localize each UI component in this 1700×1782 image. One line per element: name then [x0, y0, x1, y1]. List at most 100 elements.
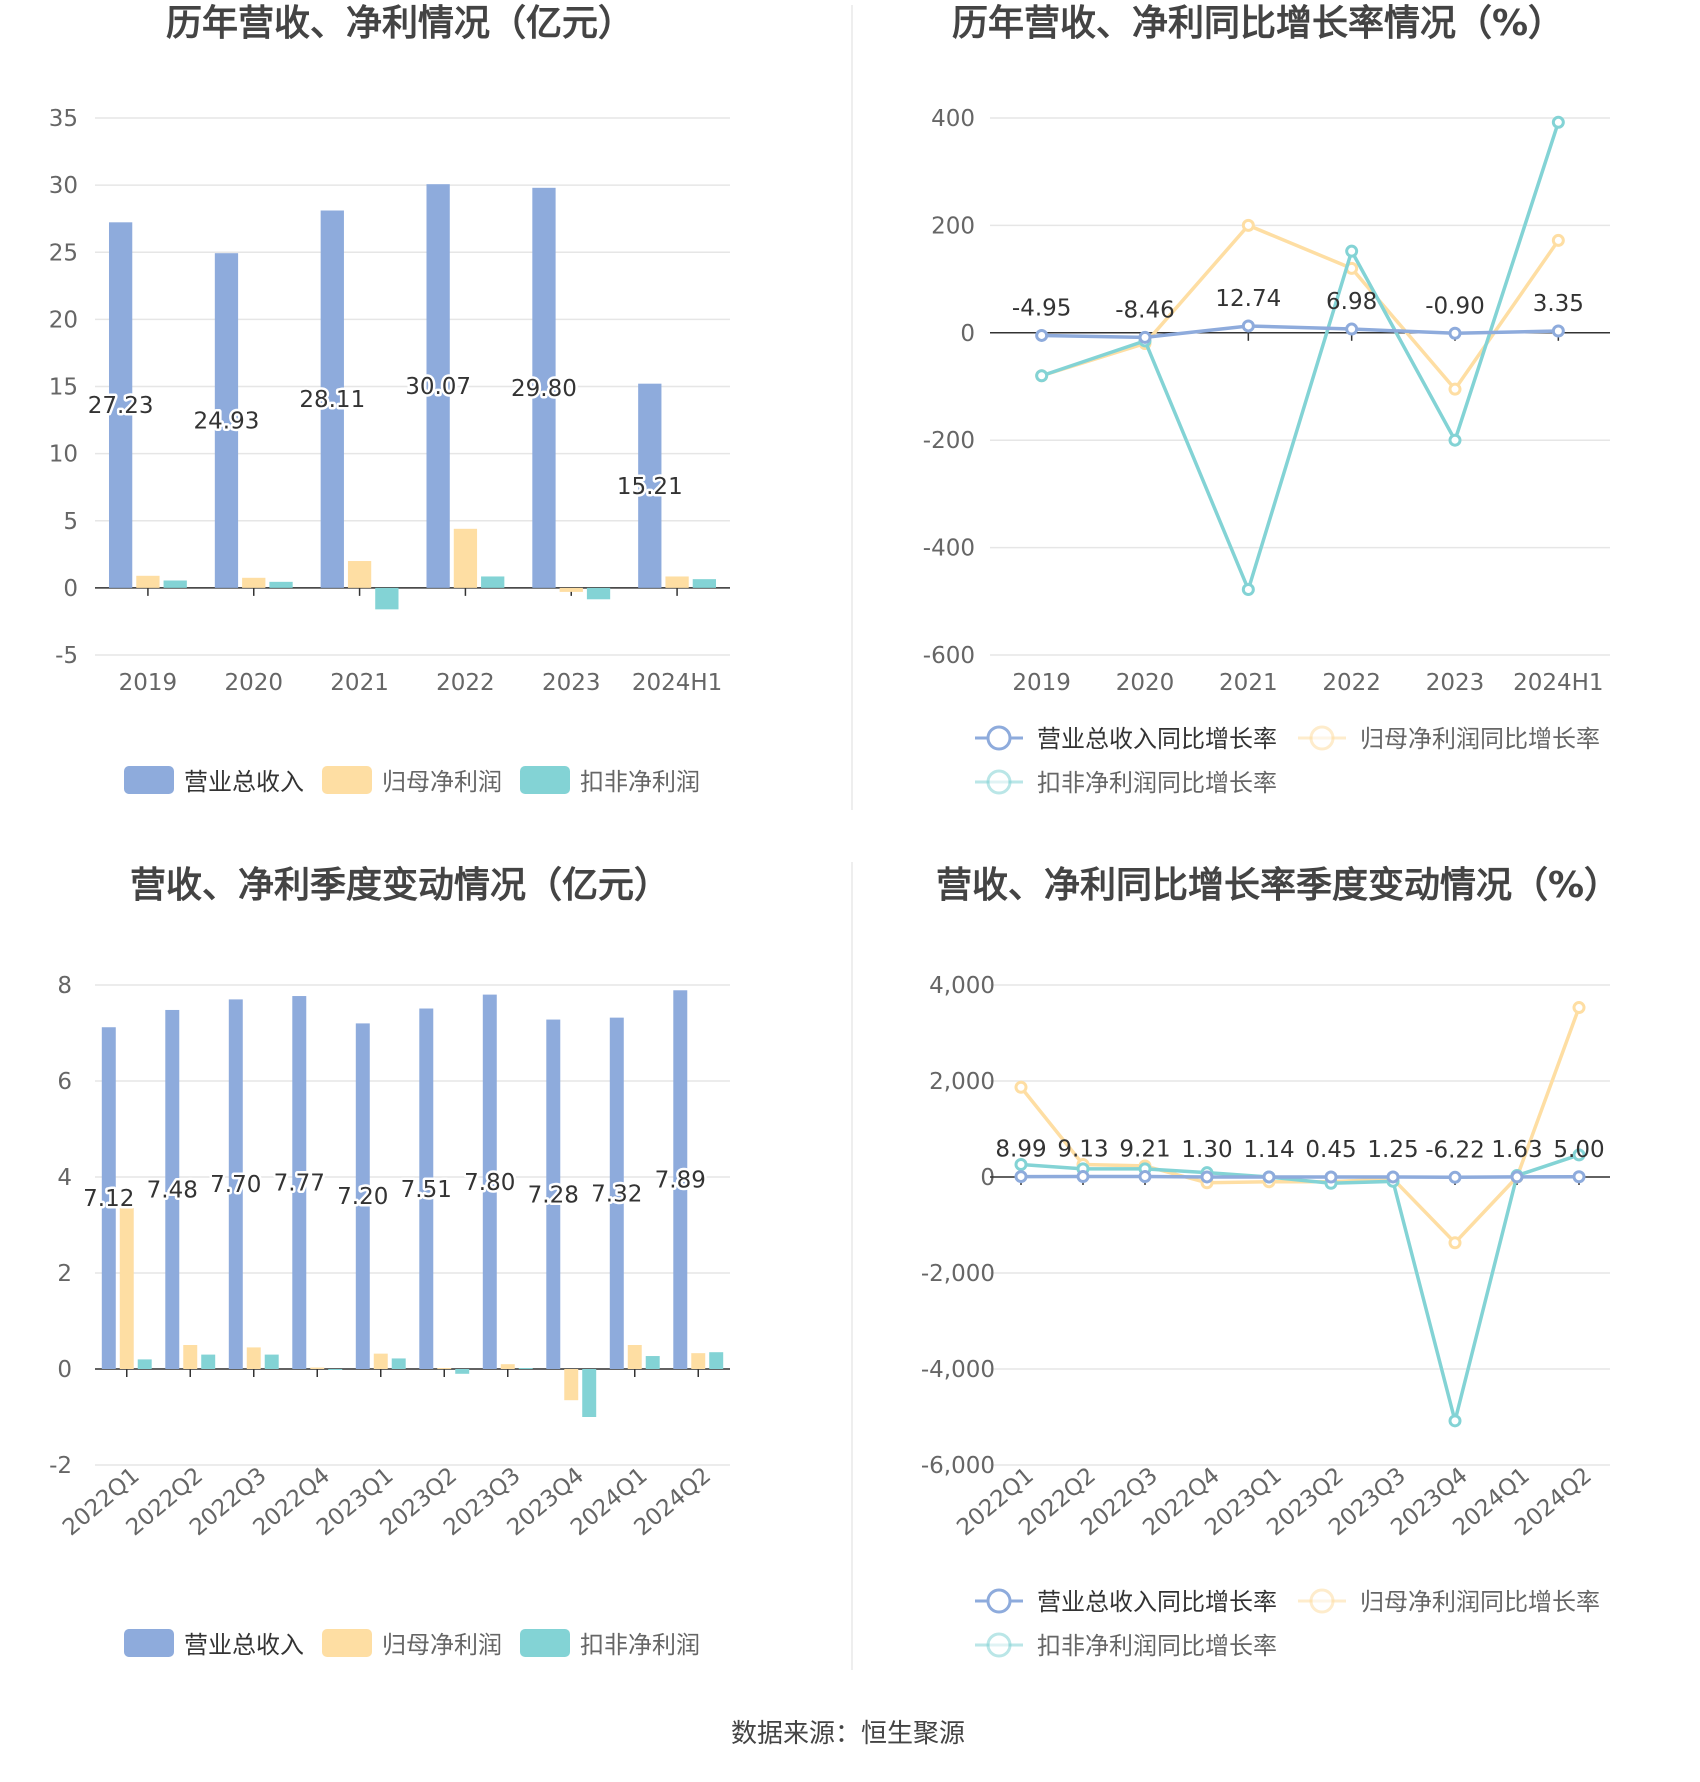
y-tick-label: 0 [57, 1357, 72, 1383]
x-tick-label: 2019 [119, 670, 178, 696]
legend-marker [986, 769, 1012, 795]
growth-data-label: 1.14 [1243, 1137, 1294, 1163]
bar-net-profit [373, 1353, 388, 1369]
bar-revenue [292, 996, 307, 1369]
legend-swatch [124, 1629, 174, 1657]
annual-growth-rate-chart: 历年营收、净利同比增长率情况（%） 400 200 0 -200 -400 -600 2019… [923, 3, 1610, 797]
line-point-1 [1448, 382, 1462, 396]
line-point-0 [1510, 1170, 1524, 1184]
quarterly-growth-rate-chart: 营收、净利同比增长率季度变动情况（%） 4,000 2,000 0 -2,000 -4,0… [921, 864, 1620, 1660]
bar-revenue [482, 994, 497, 1369]
bar-revenue [355, 1023, 370, 1369]
growth-data-label: 6.98 [1326, 289, 1377, 315]
bar-deducted-profit [375, 587, 399, 610]
line-point-1 [1014, 1080, 1028, 1094]
legend-label: 扣非净利润同比增长率 [1037, 769, 1277, 797]
growth-data-label: -0.90 [1425, 293, 1485, 319]
legend-marker [986, 1632, 1012, 1658]
bar-net-profit [500, 1364, 515, 1369]
bar-net-profit [246, 1347, 261, 1369]
y-tick-label: 0 [960, 321, 975, 347]
bar-deducted-profit [264, 1354, 279, 1369]
bar-deducted-profit [163, 580, 187, 588]
line-point-0 [1262, 1170, 1276, 1184]
bar-deducted-profit [137, 1359, 152, 1369]
bar-deducted-profit [391, 1358, 406, 1369]
y-tick-label: 4 [57, 1165, 72, 1191]
line-series-0 [1041, 324, 1559, 340]
growth-data-label: -8.46 [1115, 297, 1175, 323]
y-tick-label: -5 [55, 643, 78, 669]
legend-swatch [520, 766, 570, 794]
bar-deducted-profit [201, 1354, 216, 1369]
legend-label: 营业总收入同比增长率 [1037, 725, 1277, 753]
y-tick-label: 30 [49, 173, 78, 199]
line-point-2 [1345, 244, 1359, 258]
line-point-0 [1241, 319, 1255, 333]
x-tick-label: 2019 [1012, 670, 1071, 696]
line-point-2 [1551, 115, 1565, 129]
bar-revenue [320, 210, 344, 588]
bar-net-profit [437, 1368, 452, 1370]
line-series-1 [1041, 223, 1560, 393]
line-point-0 [1076, 1170, 1090, 1184]
growth-data-label: 5.00 [1553, 1137, 1604, 1163]
bar-deducted-profit [582, 1369, 597, 1417]
line-series-2 [1020, 1153, 1580, 1422]
revenue-data-label: 7.12 [83, 1186, 134, 1212]
bar-net-profit [559, 587, 583, 592]
line-point-2 [1448, 1414, 1462, 1428]
y-tick-label: -400 [923, 536, 975, 562]
revenue-data-label: 7.32 [591, 1181, 642, 1207]
legend-marker [1309, 1588, 1335, 1614]
y-tick-label: 15 [49, 375, 78, 401]
y-tick-label: -2 [49, 1453, 72, 1479]
chart-title: 历年营收、净利同比增长率情况（%） [952, 3, 1564, 44]
y-tick-label: 35 [49, 106, 78, 132]
y-tick-label: 4,000 [929, 973, 995, 999]
line-series-1 [1019, 1006, 1581, 1246]
bar-deducted-profit [586, 587, 611, 600]
bar-revenue [532, 187, 556, 588]
y-tick-label: 0 [980, 1165, 995, 1191]
bar-net-profit [310, 1367, 325, 1369]
bar-net-profit [691, 1353, 706, 1369]
legend-label: 营业总收入同比增长率 [1037, 1588, 1277, 1616]
revenue-data-label: 7.70 [210, 1172, 261, 1198]
growth-data-label: 9.21 [1119, 1137, 1170, 1163]
y-tick-label: 10 [49, 442, 78, 468]
bar-net-profit [183, 1345, 198, 1369]
quarterly-revenue-profit-chart: 营收、净利季度变动情况（亿元）86420-22022Q12022Q22022Q3… [49, 864, 730, 1659]
bar-net-profit [119, 1205, 134, 1369]
line-series-0 [1020, 1174, 1580, 1180]
revenue-data-label: 7.28 [528, 1182, 579, 1208]
legend-swatch [520, 1629, 570, 1657]
line-point-2 [1014, 1158, 1028, 1172]
growth-data-label: -6.22 [1425, 1137, 1485, 1163]
bar-net-profit [453, 528, 478, 588]
bar-revenue [228, 999, 243, 1369]
bar-deducted-profit [328, 1369, 343, 1370]
chart-title: 营收、净利同比增长率季度变动情况（%） [936, 864, 1620, 906]
revenue-data-label: 7.80 [464, 1170, 515, 1196]
legend-swatch [322, 1629, 372, 1657]
y-tick-label: 20 [49, 307, 78, 333]
line-point-0 [1200, 1170, 1214, 1184]
y-tick-label: 5 [63, 509, 78, 535]
annual-revenue-profit-chart: 历年营收、净利情况（亿元） 35 30 25 20 15 10 5 0 -5 2019 2020 202… [49, 3, 730, 796]
revenue-data-label: 27.23 [88, 393, 154, 419]
revenue-data-label: 7.48 [147, 1177, 198, 1203]
chart-title: 历年营收、净利情况（亿元） [166, 3, 634, 44]
revenue-data-label: 7.51 [401, 1177, 452, 1203]
line-point-2 [1035, 369, 1049, 383]
line-point-0 [1324, 1170, 1338, 1184]
x-tick-label: 2021 [330, 670, 389, 696]
y-tick-label: 25 [49, 240, 78, 266]
legend-label: 归母净利润 [382, 1631, 502, 1659]
growth-data-label: 1.30 [1181, 1137, 1232, 1163]
legend-marker [986, 725, 1012, 751]
x-tick-label: 2020 [224, 670, 283, 696]
line-point-2 [1241, 582, 1255, 596]
growth-data-label: 1.25 [1367, 1137, 1418, 1163]
